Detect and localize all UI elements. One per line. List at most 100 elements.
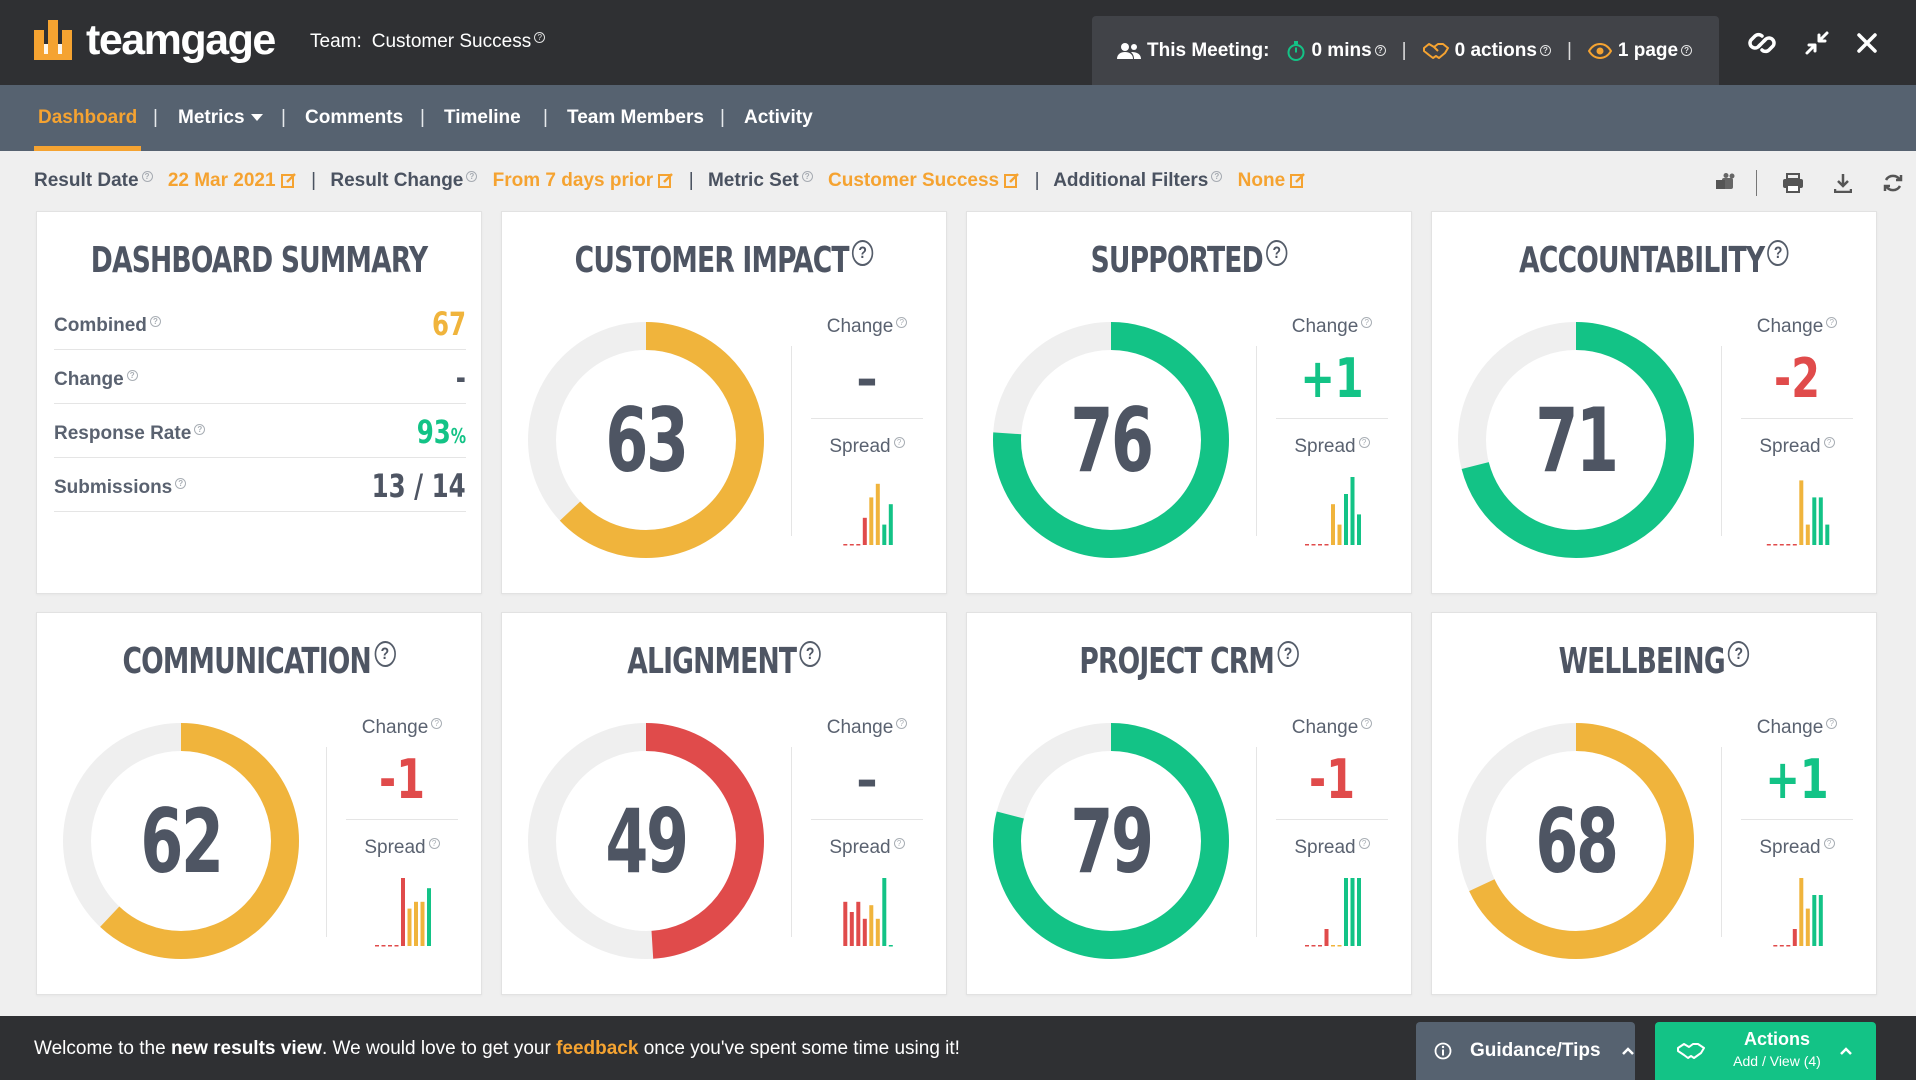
metric-card-customer-impact[interactable]: CUSTOMER IMPACT? 63 Change? – Spread? — [501, 211, 947, 594]
help-icon[interactable]: ? — [1681, 45, 1693, 56]
help-icon[interactable]: ? — [896, 316, 908, 328]
help-icon[interactable]: ? — [801, 170, 813, 182]
help-icon[interactable]: ? — [194, 423, 206, 435]
spread-bar — [882, 878, 887, 946]
spread-chart — [1305, 878, 1361, 947]
metric-card-supported[interactable]: SUPPORTED? 76 Change? +1 Spread? — [966, 211, 1412, 594]
feedback-link[interactable]: feedback — [556, 1038, 639, 1059]
close-button[interactable] — [1850, 26, 1884, 60]
tab-activity[interactable]: Activity — [740, 85, 817, 151]
help-icon[interactable]: ? — [1728, 641, 1750, 667]
edit-icon[interactable] — [1004, 172, 1020, 188]
change-value: -1 — [379, 748, 425, 811]
tab-label: Activity — [744, 107, 813, 128]
welcome-message: Welcome to the new results view. We woul… — [34, 1038, 960, 1060]
help-icon[interactable]: ? — [1826, 717, 1838, 729]
divider — [791, 747, 792, 937]
divider — [791, 346, 792, 536]
separator: | — [1034, 170, 1040, 191]
help-icon[interactable]: ? — [893, 837, 905, 849]
metric-card-accountability[interactable]: ACCOUNTABILITY? 71 Change? -2 Spread? — [1431, 211, 1877, 594]
metric-card-alignment[interactable]: ALIGNMENT? 49 Change? – Spread? — [501, 612, 947, 995]
help-icon[interactable]: ? — [1211, 170, 1223, 182]
footer-bar: Welcome to the new results view. We woul… — [0, 1016, 1916, 1080]
metric-card-wellbeing[interactable]: WELLBEING? 68 Change? +1 Spread? — [1431, 612, 1877, 995]
result-date-value[interactable]: 22 Mar 2021 — [167, 170, 276, 191]
help-icon[interactable]: ? — [1361, 316, 1373, 328]
edit-icon[interactable] — [658, 172, 674, 188]
help-icon[interactable]: ? — [896, 717, 908, 729]
team-indicator: Team: Customer Success? — [310, 31, 546, 53]
tab-dashboard[interactable]: Dashboard — [34, 85, 142, 151]
help-icon[interactable]: ? — [1539, 45, 1551, 56]
separator: | — [720, 107, 725, 128]
teams-icon — [1716, 173, 1735, 189]
eye-icon — [1587, 42, 1612, 59]
summary-row: Change? - — [54, 350, 466, 404]
result-change-value[interactable]: From 7 days prior — [492, 170, 654, 191]
tab-comments[interactable]: Comments — [301, 85, 407, 151]
chevron-up-icon — [1840, 1047, 1852, 1055]
help-icon[interactable]: ? — [1277, 641, 1299, 667]
metric-card-communication[interactable]: COMMUNICATION? 62 Change? -1 Spread? — [36, 612, 482, 995]
help-icon[interactable]: ? — [1266, 240, 1288, 266]
tab-label: Timeline — [444, 107, 521, 128]
teams-button[interactable] — [1712, 170, 1740, 196]
help-icon[interactable]: ? — [126, 369, 138, 381]
welcome-bold: new results view — [170, 1038, 322, 1059]
additional-filters-value[interactable]: None — [1237, 170, 1286, 191]
help-icon[interactable]: ? — [1823, 837, 1835, 849]
help-icon[interactable]: ? — [534, 31, 546, 43]
spread-bar — [843, 901, 848, 946]
download-button[interactable] — [1829, 170, 1857, 196]
help-icon[interactable]: ? — [852, 240, 874, 266]
tab-metrics[interactable]: Metrics — [174, 85, 267, 151]
separator — [1756, 170, 1757, 196]
collapse-button[interactable] — [1800, 26, 1834, 60]
spread-bar — [1344, 878, 1348, 946]
link-button[interactable] — [1745, 26, 1779, 60]
spread-chart — [1305, 477, 1361, 546]
refresh-button[interactable] — [1879, 170, 1907, 196]
help-icon[interactable]: ? — [141, 170, 153, 182]
logo-text: teamgage — [86, 16, 276, 64]
help-icon[interactable]: ? — [799, 641, 821, 667]
guidance-label: Guidance/Tips — [1470, 1040, 1601, 1061]
actions-title: Actions — [1743, 1029, 1810, 1049]
help-icon[interactable]: ? — [374, 641, 396, 667]
help-icon[interactable]: ? — [1358, 837, 1370, 849]
help-icon[interactable]: ? — [466, 170, 478, 182]
help-icon[interactable]: ? — [431, 717, 443, 729]
metric-card-project-crm[interactable]: PROJECT CRM? 79 Change? -1 Spread? — [966, 612, 1412, 995]
help-icon[interactable]: ? — [1358, 436, 1370, 448]
help-icon[interactable]: ? — [149, 315, 161, 327]
actions-button[interactable]: Actions Add / View (4) — [1655, 1022, 1876, 1080]
tab-timeline[interactable]: Timeline — [440, 85, 525, 151]
spread-label: Spread? — [1276, 436, 1388, 458]
help-icon[interactable]: ? — [893, 436, 905, 448]
separator: | — [1401, 39, 1407, 61]
edit-icon[interactable] — [1290, 172, 1306, 188]
help-icon[interactable]: ? — [1826, 316, 1838, 328]
stopwatch-icon — [1287, 40, 1305, 61]
help-icon[interactable]: ? — [1374, 45, 1386, 56]
help-icon[interactable]: ? — [428, 837, 440, 849]
spread-bar — [843, 544, 848, 546]
divider — [1741, 819, 1853, 820]
tab-team-members[interactable]: Team Members — [563, 85, 708, 151]
help-icon[interactable]: ? — [1361, 717, 1373, 729]
divider — [1276, 418, 1388, 419]
guidance-tips-button[interactable]: Guidance/Tips — [1416, 1022, 1635, 1080]
link-icon — [1748, 32, 1776, 54]
metric-set-value[interactable]: Customer Success — [828, 170, 1000, 191]
spread-bar — [1766, 544, 1771, 546]
help-icon[interactable]: ? — [175, 477, 187, 489]
edit-icon[interactable] — [280, 172, 297, 188]
spread-bar — [1324, 544, 1329, 546]
print-button[interactable] — [1779, 170, 1807, 196]
teamgage-logo[interactable]: teamgage — [34, 16, 276, 64]
card-title: PROJECT CRM? — [1007, 641, 1371, 682]
spread-bar — [1805, 524, 1810, 545]
help-icon[interactable]: ? — [1767, 240, 1789, 266]
help-icon[interactable]: ? — [1823, 436, 1835, 448]
